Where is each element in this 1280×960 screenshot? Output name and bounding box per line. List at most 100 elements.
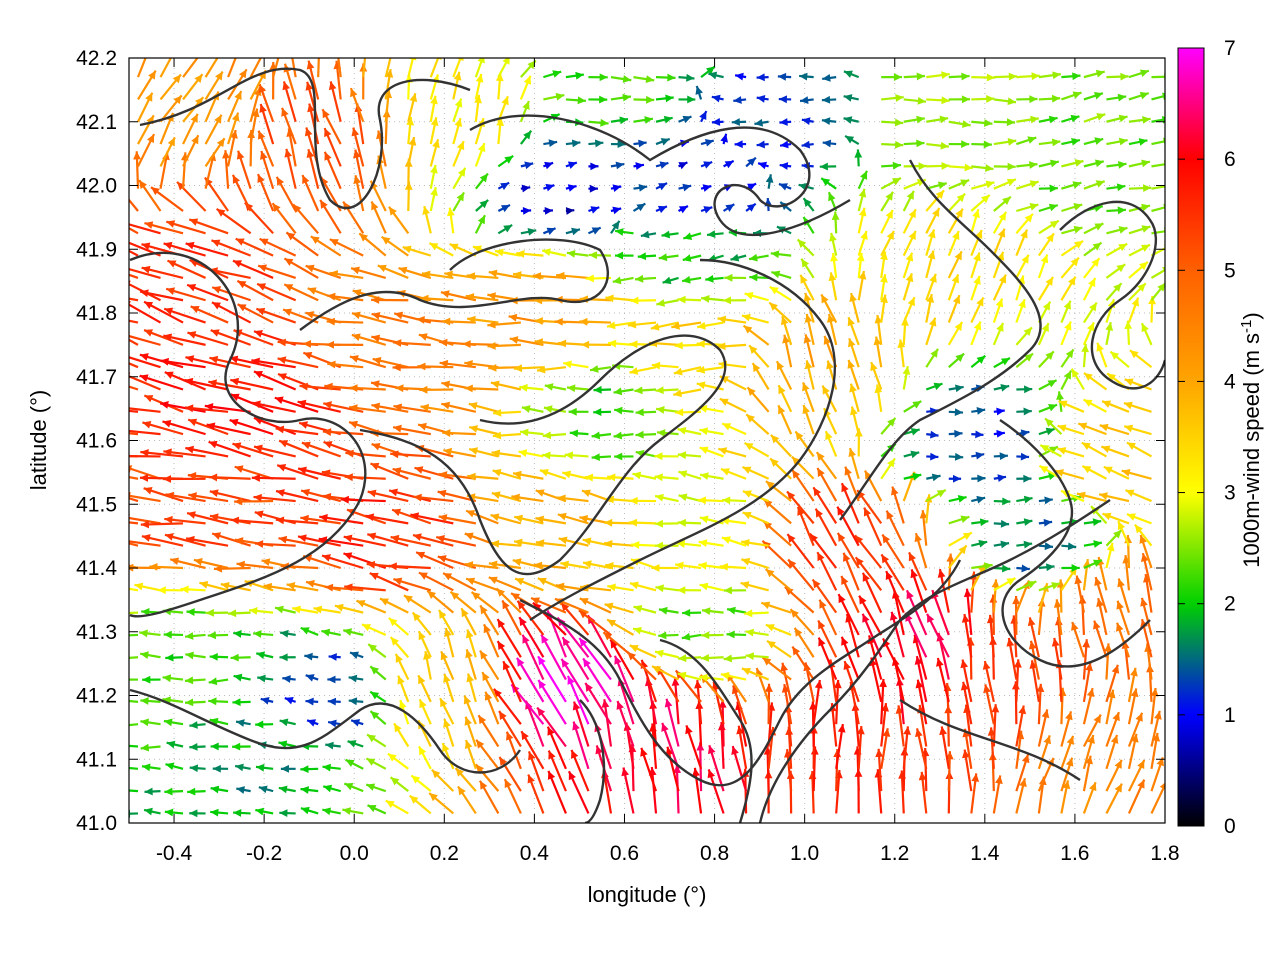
wind-arrow bbox=[1128, 184, 1152, 193]
wind-arrow bbox=[566, 249, 589, 258]
wind-arrow bbox=[412, 533, 454, 547]
wind-arrow bbox=[283, 283, 319, 302]
wind-arrow bbox=[836, 506, 860, 547]
contour-line bbox=[579, 699, 606, 823]
wind-arrow bbox=[535, 539, 567, 548]
wind-arrow bbox=[129, 319, 139, 324]
wind-arrow bbox=[802, 197, 815, 212]
wind-arrow bbox=[993, 497, 1011, 506]
wind-arrow bbox=[777, 384, 793, 413]
wind-arrow bbox=[535, 515, 567, 525]
wind-arrow bbox=[1083, 540, 1103, 548]
wind-arrow bbox=[1082, 687, 1095, 725]
wind-arrow bbox=[465, 577, 499, 592]
wind-arrow bbox=[1016, 203, 1039, 213]
wind-arrow bbox=[707, 768, 725, 814]
wind-arrow bbox=[442, 572, 477, 592]
contour-line bbox=[529, 258, 836, 621]
wind-arrow bbox=[327, 675, 341, 684]
wind-arrow bbox=[1134, 523, 1153, 547]
wind-arrow bbox=[249, 58, 262, 78]
wind-arrow bbox=[677, 295, 702, 304]
wind-arrow bbox=[426, 589, 455, 614]
wind-arrow bbox=[655, 182, 668, 191]
wind-arrow bbox=[208, 379, 251, 391]
wind-arrow bbox=[736, 725, 748, 769]
wind-arrow bbox=[275, 516, 319, 525]
wind-arrow bbox=[566, 384, 589, 393]
wind-arrow bbox=[129, 678, 139, 681]
wind-arrow bbox=[209, 489, 251, 503]
wind-arrow bbox=[948, 72, 970, 81]
contour-line bbox=[129, 688, 521, 774]
wind-arrow bbox=[144, 221, 184, 235]
wind-arrow bbox=[803, 334, 815, 368]
wind-arrow bbox=[300, 626, 319, 636]
wind-arrow bbox=[367, 532, 409, 547]
wind-arrow bbox=[658, 631, 679, 640]
wind-arrow bbox=[856, 726, 865, 769]
wind-arrow bbox=[1127, 733, 1139, 770]
wind-arrow bbox=[417, 674, 432, 703]
colorbar-title: 1000m-wind speed (m s-1) bbox=[1238, 312, 1264, 567]
wind-arrow bbox=[610, 220, 621, 234]
wind-arrow bbox=[361, 623, 387, 636]
wind-arrow bbox=[861, 572, 883, 614]
wind-arrow bbox=[918, 771, 928, 814]
wind-arrow bbox=[180, 585, 206, 594]
wind-arrow bbox=[721, 536, 747, 547]
contour-line bbox=[519, 559, 962, 787]
wind-arrow bbox=[1126, 513, 1152, 525]
wind-arrow bbox=[1151, 203, 1165, 213]
wind-arrow bbox=[140, 520, 184, 529]
wind-arrow bbox=[1082, 714, 1102, 748]
wind-arrow bbox=[443, 673, 455, 703]
wind-arrow bbox=[1082, 559, 1091, 591]
wind-arrow bbox=[568, 407, 589, 416]
wind-arrow bbox=[850, 406, 860, 435]
wind-arrow bbox=[1124, 320, 1133, 345]
wind-arrow bbox=[129, 362, 139, 369]
wind-arrow bbox=[129, 249, 139, 257]
wind-arrow bbox=[733, 96, 747, 104]
wind-arrow bbox=[211, 532, 251, 547]
wind-arrow bbox=[129, 301, 162, 324]
wind-arrow bbox=[210, 742, 229, 751]
wind-arrow bbox=[793, 627, 815, 658]
wind-arrow bbox=[260, 150, 275, 190]
wind-arrow bbox=[189, 809, 206, 818]
wind-arrow bbox=[494, 248, 522, 257]
wind-arrow bbox=[556, 271, 589, 280]
wind-arrow bbox=[1038, 379, 1058, 391]
wind-arrow bbox=[253, 444, 296, 458]
wind-arrow bbox=[149, 562, 184, 571]
wind-arrow bbox=[858, 595, 883, 636]
wind-arrow bbox=[452, 140, 465, 167]
wind-arrow bbox=[233, 809, 251, 817]
wind-arrow bbox=[993, 97, 1017, 106]
wind-arrow bbox=[129, 280, 162, 302]
wind-arrow bbox=[474, 94, 482, 122]
wind-arrow bbox=[142, 675, 161, 684]
wind-arrow bbox=[429, 95, 438, 122]
wind-arrow bbox=[474, 172, 489, 190]
wind-arrow bbox=[779, 162, 792, 170]
wind-arrow bbox=[163, 307, 206, 324]
wind-arrow bbox=[948, 429, 963, 438]
wind-arrow bbox=[840, 636, 860, 680]
wind-arrow bbox=[388, 206, 410, 234]
wind-arrow bbox=[275, 489, 319, 503]
wind-arrow bbox=[629, 340, 657, 349]
wind-arrow bbox=[726, 606, 747, 615]
wind-arrow bbox=[210, 329, 251, 346]
wind-arrow bbox=[144, 787, 161, 796]
wind-arrow bbox=[700, 206, 713, 214]
wind-arrow bbox=[1038, 184, 1058, 193]
wind-arrow bbox=[431, 768, 455, 792]
wind-arrow bbox=[614, 452, 634, 461]
wind-arrow bbox=[512, 470, 544, 480]
wind-arrow bbox=[372, 356, 409, 369]
wind-arrow bbox=[926, 430, 939, 439]
wind-arrow bbox=[614, 228, 634, 236]
wind-arrow bbox=[756, 73, 769, 82]
